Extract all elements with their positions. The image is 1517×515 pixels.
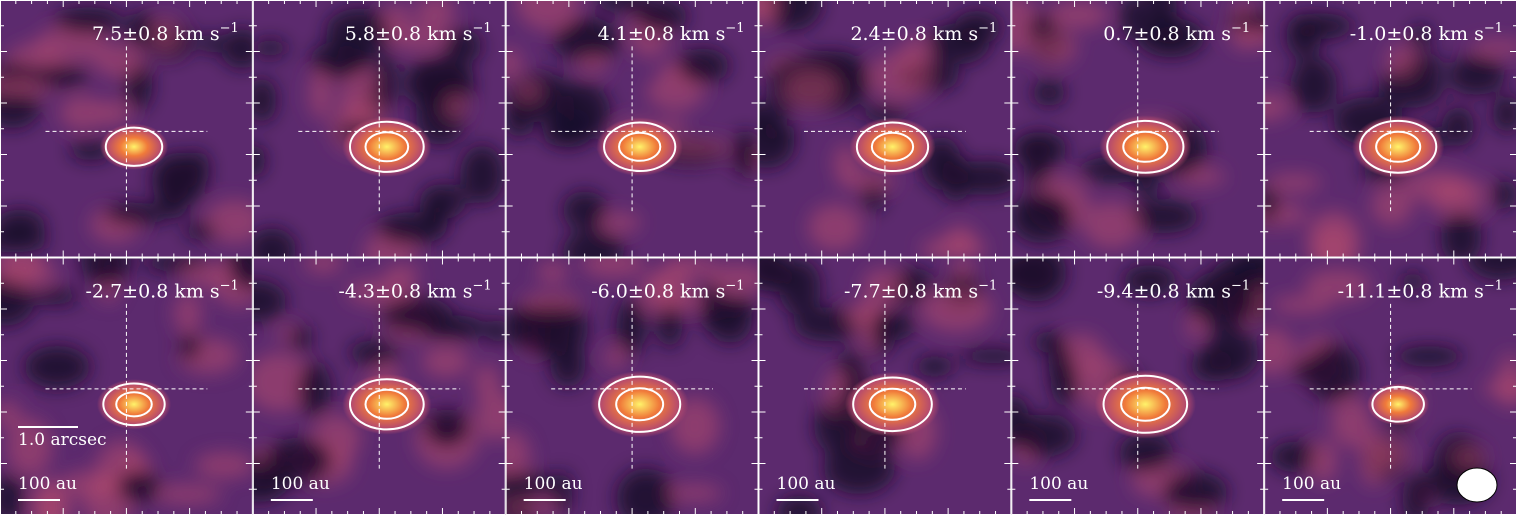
- channel-panel: -6.0±0.8 km s−1 100 au: [505, 257, 759, 515]
- channel-panel: 5.8±0.8 km s−1: [252, 0, 506, 258]
- contour-outer: [855, 121, 930, 172]
- contour-outer: [348, 378, 425, 431]
- contour-inner: [1375, 130, 1422, 163]
- contour-outer: [102, 382, 166, 427]
- beam-ellipse: [1456, 467, 1498, 503]
- distance-scale-label: 100 au: [1029, 474, 1088, 494]
- contour-outer: [1106, 119, 1185, 174]
- contour-outer: [1371, 385, 1425, 423]
- velocity-label: -11.1±0.8 km s−1: [1338, 279, 1503, 303]
- channel-panel: -1.0±0.8 km s−1: [1264, 0, 1517, 258]
- contour-inner: [615, 387, 665, 422]
- velocity-label: -9.4±0.8 km s−1: [1097, 279, 1250, 303]
- angular-scale-label: 1.0 arcsec: [18, 430, 107, 450]
- velocity-label: 4.1±0.8 km s−1: [598, 21, 745, 45]
- channel-panel: -7.7±0.8 km s−1 100 au: [758, 257, 1012, 515]
- emission-source: [1367, 383, 1430, 426]
- contour-inner: [868, 387, 917, 421]
- contour-inner: [870, 131, 915, 162]
- velocity-label: 7.5±0.8 km s−1: [92, 21, 239, 45]
- distance-scale-label: 100 au: [18, 474, 77, 494]
- contour-outer: [348, 120, 425, 173]
- velocity-label: -2.7±0.8 km s−1: [86, 279, 239, 303]
- channel-panel: -4.3±0.8 km s−1 100 au: [252, 257, 506, 515]
- distance-scale-label: 100 au: [777, 474, 836, 494]
- channel-panel: 2.4±0.8 km s−1: [758, 0, 1012, 258]
- contour-inner: [1120, 386, 1171, 422]
- velocity-label: -6.0±0.8 km s−1: [591, 279, 744, 303]
- distance-scale-label: 100 au: [271, 474, 330, 494]
- contour-inner: [618, 131, 662, 162]
- emission-source: [844, 371, 941, 437]
- contour-inner: [364, 388, 410, 420]
- velocity-label: -4.3±0.8 km s−1: [338, 279, 491, 303]
- channel-panel: -9.4±0.8 km s−1 100 au: [1011, 257, 1265, 515]
- emission-source: [342, 373, 432, 435]
- velocity-label: -1.0±0.8 km s−1: [1350, 21, 1503, 45]
- channel-panel: -11.1±0.8 km s−1 100 au: [1264, 257, 1517, 515]
- emission-source: [1099, 115, 1192, 179]
- contour-inner: [115, 391, 153, 418]
- contour-outer: [1102, 374, 1189, 434]
- emission-source: [1352, 115, 1445, 179]
- distance-scale-label: 100 au: [524, 474, 583, 494]
- channel-panel: 4.1±0.8 km s−1: [505, 0, 759, 258]
- channel-panel: -2.7±0.8 km s−1 1.0 arcsec 100 au: [0, 257, 253, 515]
- emission-source: [590, 370, 689, 438]
- velocity-label: -7.7±0.8 km s−1: [844, 279, 997, 303]
- contour-inner: [364, 131, 410, 163]
- contour-outer: [603, 121, 677, 172]
- contour-outer: [104, 126, 164, 167]
- channel-panel: 7.5±0.8 km s−1: [0, 0, 253, 258]
- emission-source: [596, 117, 683, 177]
- emission-source: [1094, 369, 1196, 439]
- emission-source: [96, 379, 172, 430]
- contour-outer: [852, 376, 933, 433]
- contour-outer: [1359, 119, 1438, 174]
- velocity-label: 0.7±0.8 km s−1: [1103, 21, 1250, 45]
- contour-outer: [598, 375, 682, 433]
- contour-inner: [1122, 130, 1169, 163]
- velocity-label: 5.8±0.8 km s−1: [345, 21, 492, 45]
- emission-source: [342, 116, 432, 178]
- distance-scale-label: 100 au: [1282, 474, 1341, 494]
- emission-source: [99, 123, 169, 170]
- channel-panel: 0.7±0.8 km s−1: [1011, 0, 1265, 258]
- velocity-label: 2.4±0.8 km s−1: [850, 21, 997, 45]
- emission-source: [849, 117, 936, 177]
